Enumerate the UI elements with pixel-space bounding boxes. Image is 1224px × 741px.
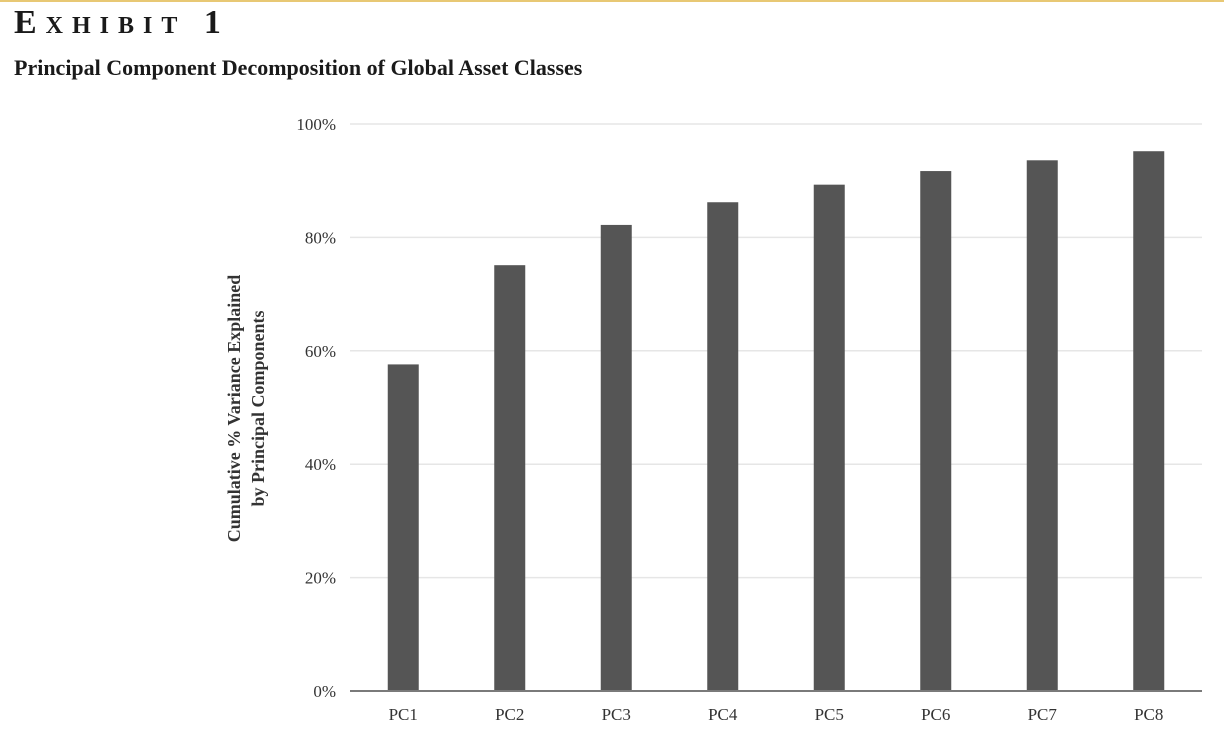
top-accent-rule	[0, 0, 1224, 2]
bar-pc6	[920, 171, 952, 691]
y-tick-label: 0%	[313, 682, 336, 701]
bar-pc1	[387, 364, 419, 691]
x-tick-label: PC1	[389, 705, 418, 724]
x-tick-label: PC7	[1028, 705, 1058, 724]
y-axis-label-line: Cumulative % Variance Explained	[224, 275, 244, 543]
x-tick-label: PC5	[815, 705, 844, 724]
y-tick-label: 40%	[305, 455, 336, 474]
bar-pc5	[813, 184, 845, 691]
x-tick-label: PC8	[1134, 705, 1163, 724]
chart-title: Principal Component Decomposition of Glo…	[14, 55, 583, 80]
y-tick-labels: 0% 20% 40% 60% 80% 100%	[296, 115, 336, 701]
x-tick-label: PC4	[708, 705, 738, 724]
bar-pc4	[707, 202, 739, 691]
x-tick-label: PC2	[495, 705, 524, 724]
bar-pc7	[1026, 160, 1058, 692]
bar-pc8	[1133, 151, 1165, 691]
x-tick-labels: PC1 PC2 PC3 PC4 PC5 PC6 PC7 PC8	[389, 705, 1164, 724]
exhibit-label: Exhibit 1	[14, 4, 230, 41]
y-tick-label: 100%	[296, 115, 336, 134]
bar-pc3	[600, 224, 632, 691]
y-tick-label: 20%	[305, 569, 336, 588]
x-tick-label: PC6	[921, 705, 950, 724]
y-axis-label-line: by Principal Components	[248, 310, 268, 506]
bar-pc2	[494, 265, 526, 691]
bars	[387, 151, 1165, 692]
gridlines	[350, 123, 1202, 579]
y-tick-label: 60%	[305, 342, 336, 361]
y-axis-label: Cumulative % Variance Explained by Princi…	[224, 275, 268, 543]
y-tick-label: 80%	[305, 228, 336, 247]
x-tick-label: PC3	[602, 705, 631, 724]
